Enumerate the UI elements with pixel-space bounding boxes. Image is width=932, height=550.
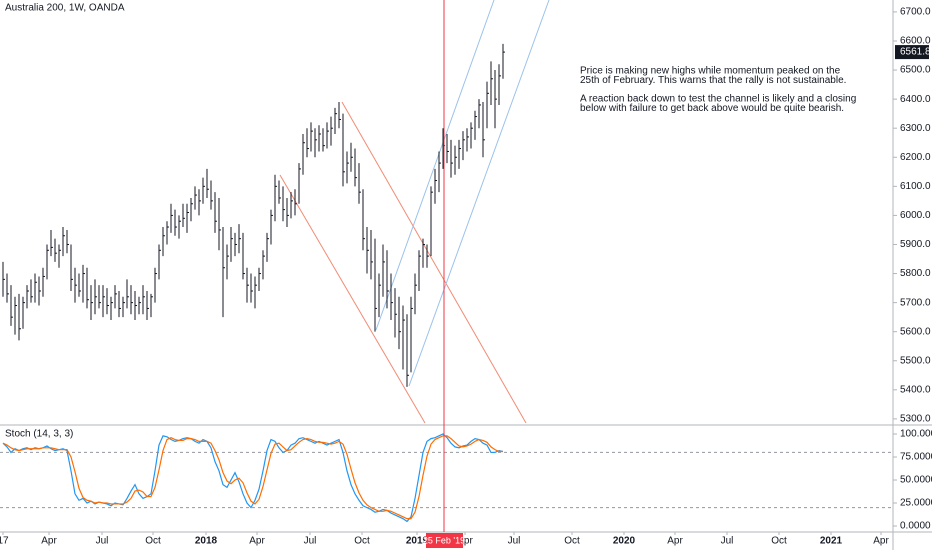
x-tick-label: 2019 <box>406 536 429 547</box>
y-tick-label: 5800.0 <box>900 268 931 279</box>
x-tick-label: Apr <box>41 536 57 547</box>
y-tick-label: 5900.0 <box>900 239 931 250</box>
annotation: Price is making new highs while momentum… <box>580 66 856 115</box>
y-tick-label: 5700.0 <box>900 297 931 308</box>
stoch-line <box>2 435 503 520</box>
x-tick-label: 2021 <box>820 536 843 547</box>
x-tick-label: Jul <box>304 536 317 547</box>
drawings <box>279 0 550 424</box>
x-tick-label: Apr <box>457 536 473 547</box>
x-tick-label: Jul <box>721 536 734 547</box>
red-channel-line <box>341 101 527 424</box>
annotation-line: A reaction back down to test the channel… <box>580 94 856 105</box>
x-tick-label: Oct <box>354 536 370 547</box>
y-tick-label: 5400.0 <box>900 384 931 395</box>
x-tick-label: Oct <box>771 536 787 547</box>
y-tick-label: 6400.0 <box>900 94 931 105</box>
x-tick-label: Apr <box>249 536 265 547</box>
indicator-title: Stoch (14, 3, 3) <box>5 429 73 440</box>
y-tick-label: 50.0000 <box>900 475 932 486</box>
cursor-label-box <box>426 533 463 548</box>
y-tick-label: 0.0000 <box>900 521 931 532</box>
y-tick-label: 100.0000 <box>900 429 932 440</box>
x-tick-label: Oct <box>564 536 580 547</box>
annotation-line: 25th of February. This warns that the ra… <box>580 75 846 86</box>
chart-title: Australia 200, 1W, OANDA <box>5 3 125 14</box>
y-tick-label: 6700.0 <box>900 7 931 18</box>
y-tick-label: 5500.0 <box>900 355 931 366</box>
y-tick-label: 5300.0 <box>900 414 931 425</box>
y-tick-label: 6300.0 <box>900 123 931 134</box>
x-tick-label: 2020 <box>613 536 636 547</box>
stoch-line <box>2 433 504 523</box>
annotation-line: below with failure to get back above wou… <box>580 103 844 114</box>
last-price-box <box>895 45 929 60</box>
y-tick-label: 5600.0 <box>900 326 931 337</box>
blue-channel-line <box>408 0 550 387</box>
annotation-line: Price is making new highs while momentum… <box>580 66 841 77</box>
y-tick-label: 6100.0 <box>900 181 931 192</box>
x-tick-label: Jul <box>508 536 521 547</box>
blue-channel-line <box>375 0 495 331</box>
y-tick-label: 75.0000 <box>900 452 932 463</box>
red-channel-line <box>279 174 426 424</box>
x-tick-label: Apr <box>873 536 889 547</box>
x-tick-label: Oct <box>145 536 161 547</box>
cursor-label: 25 Feb '19 <box>423 535 465 545</box>
x-tick-label: 2018 <box>195 536 218 547</box>
y-tick-label: 6600.0 <box>900 36 931 47</box>
x-tick-label: Jul <box>96 536 109 547</box>
x-tick-label: 17 <box>0 536 9 547</box>
y-tick-label: 6500.0 <box>900 65 931 76</box>
last-price-label: 6561.8 <box>900 47 931 58</box>
y-tick-label: 25.0000 <box>900 498 932 509</box>
y-tick-label: 6000.0 <box>900 210 931 221</box>
x-tick-label: Apr <box>667 536 683 547</box>
y-tick-label: 6200.0 <box>900 152 931 163</box>
